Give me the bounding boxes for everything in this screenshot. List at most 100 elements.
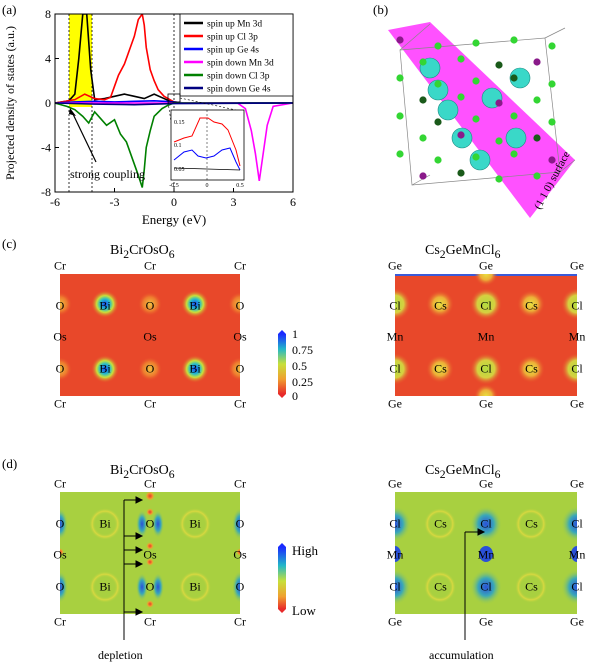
inset-ytick: 0.1 [174, 143, 182, 149]
small-atom [434, 118, 442, 126]
d-left-atom-label: O [55, 579, 65, 594]
d-right-atom-label: Mn [477, 547, 495, 562]
c-left-atom-label: Cr [144, 258, 156, 273]
c-right-atom-label: Cs [525, 361, 538, 376]
d-right-atom-label: Ge [388, 614, 402, 629]
d-right-atom-label: Ge [388, 476, 402, 491]
c-right-atom-label: Cl [571, 361, 583, 376]
small-atom [472, 115, 480, 123]
x-tick-label: -3 [110, 195, 120, 209]
small-atom [396, 74, 404, 82]
small-atom [533, 134, 541, 142]
d-left-atom-label: Os [53, 547, 67, 562]
c-right-atom-label: Ge [479, 396, 493, 411]
inset-xtick: 0 [206, 183, 209, 189]
c-right-atom-label: Ge [479, 258, 493, 273]
d-right-atom-label: Cs [434, 516, 447, 531]
inset-chart: 0.15 0.1 0.05 -0.5 0 0.5 [169, 109, 245, 189]
unit-cell [399, 23, 576, 186]
x-tick-label: 6 [290, 195, 296, 209]
coupling-arrow [71, 111, 97, 163]
series-line-spin-down-cl-3p [55, 102, 293, 188]
small-atom [457, 131, 465, 139]
accumulation-label: accumulation [429, 648, 494, 662]
d-right-atom-label: Ge [479, 614, 493, 629]
depletion-spots [60, 492, 240, 608]
y-tick-label: 0 [45, 96, 51, 110]
panel-label-c: (c) [2, 236, 17, 251]
c-right-atom-label: Cl [480, 361, 492, 376]
c-left-atom-label: Cr [54, 396, 66, 411]
series-line-spin-up-cl-3p [55, 14, 293, 104]
d-left-atom-label: O [145, 516, 155, 531]
c-right-atom-label: Cl [389, 361, 401, 376]
small-atom [495, 137, 503, 145]
c-left-atom-label: Cr [144, 396, 156, 411]
c-right-atom-label: Cs [434, 361, 447, 376]
d-left-atom-label: Cr [144, 614, 156, 629]
x-tick-label: 0 [171, 195, 177, 209]
small-atom [495, 61, 503, 69]
d-left-atom-label: Cr [54, 614, 66, 629]
colorbar-c-tick: 0.25 [292, 375, 313, 389]
small-atom [548, 80, 556, 88]
colorbar-c: 1 0.75 0.5 0.25 0 [278, 330, 313, 402]
depletion-label: depletion [98, 648, 143, 662]
c-right-atom-label: Cl [480, 298, 492, 313]
series-line-spin-down-ge-4s [55, 102, 293, 106]
colorbar-c-tick: 0.75 [292, 343, 313, 357]
c-left-atom-label: Os [53, 329, 67, 344]
small-atom [396, 112, 404, 120]
c-right-atom-label: Ge [388, 396, 402, 411]
small-atom [472, 39, 480, 47]
map-c-right [395, 274, 577, 396]
inset-ytick: 0.15 [174, 120, 185, 126]
c-right-atom-label: Cs [525, 298, 538, 313]
coupling-arrowhead [69, 108, 76, 116]
d-right-atom-label: Cl [571, 516, 583, 531]
c-left-atom-label: O [145, 298, 155, 313]
d-right-atom-label: Cl [480, 579, 492, 594]
small-atom [419, 134, 427, 142]
colorbar-d: High Low [278, 543, 319, 618]
title-d-left: Bi2CrOsO6 [110, 463, 175, 481]
small-atom [533, 58, 541, 66]
d-left-atom-label: Cr [234, 476, 246, 491]
c-left-atom-label: O [235, 361, 245, 376]
colorbar-c-tick: 1 [292, 330, 298, 341]
inset-xtick: 0.5 [236, 183, 244, 189]
c-left-atom-label: Bi [189, 298, 201, 313]
x-axis-label: Energy (eV) [142, 212, 206, 227]
small-atom [510, 36, 518, 44]
c-right-atom-label: Ge [570, 396, 584, 411]
title-d-right: Cs2GeMnCl6 [425, 463, 501, 481]
small-atom [533, 172, 541, 180]
small-atom [419, 58, 427, 66]
y-axis-label: Projected density of states (a.u.) [3, 26, 17, 180]
small-atom [434, 156, 442, 164]
pdos-chart: -6 -3 0 3 6 8 4 0 -4 -8 Projected density of stat… [3, 7, 296, 227]
legend: spin up Mn 3d spin up Cl 3p spin up Ge 4s s… [179, 13, 294, 97]
cs-atom [427, 79, 449, 101]
small-atom [510, 150, 518, 158]
c-left-atom-label: O [55, 298, 65, 313]
title-c-left: Bi2CrOsO6 [110, 243, 175, 261]
c-left-atom-label: Cr [234, 258, 246, 273]
y-tick-label: 8 [45, 7, 51, 21]
map-d-right [395, 492, 577, 614]
legend-label: spin down Mn 3d [207, 59, 274, 69]
d-left-atom-label: O [145, 579, 155, 594]
d-right-atom-label: Cl [389, 516, 401, 531]
c-left-atom-label: Os [233, 329, 247, 344]
d-left-atom-label: Cr [234, 614, 246, 629]
d-left-atom-label: Bi [189, 516, 201, 531]
title-c-right: Cs2GeMnCl6 [425, 243, 501, 261]
d-right-atom-label: Ge [570, 614, 584, 629]
small-atom [510, 74, 518, 82]
small-atom [495, 175, 503, 183]
d-left-atom-label: Os [233, 547, 247, 562]
inset-ytick: 0.05 [174, 167, 185, 173]
cs-atom [469, 149, 491, 171]
small-atom [419, 172, 427, 180]
legend-label: spin up Mn 3d [207, 20, 262, 30]
